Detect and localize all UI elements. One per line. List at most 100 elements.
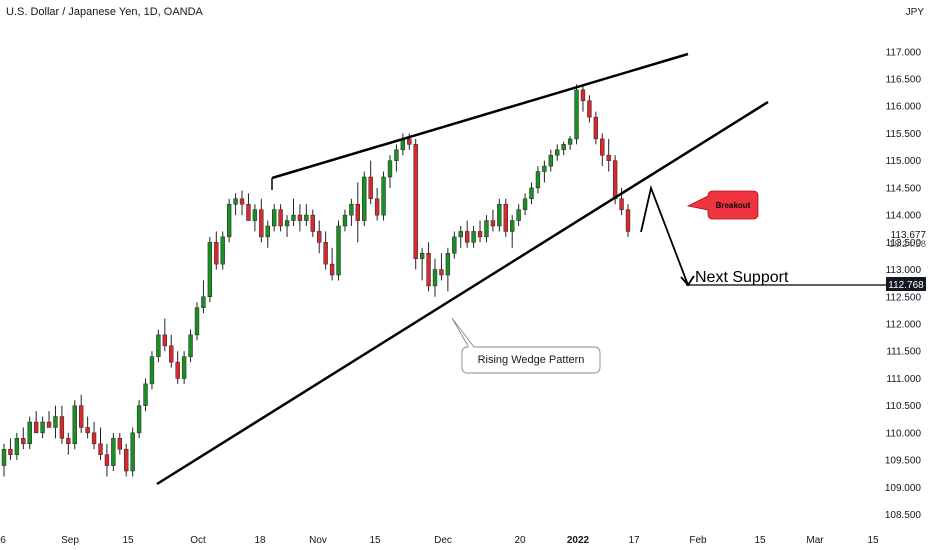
candle-body xyxy=(117,438,122,450)
candle-body xyxy=(561,144,566,151)
candle-body xyxy=(169,345,174,363)
candle-0 xyxy=(1,443,7,477)
candle-59 xyxy=(381,171,386,221)
candle-8 xyxy=(53,405,58,439)
candle-body xyxy=(8,448,13,455)
candle-80 xyxy=(516,204,521,226)
candle-12 xyxy=(79,394,84,433)
projection-arrowhead xyxy=(680,275,695,287)
candle-66 xyxy=(426,242,431,292)
next-support-label: Next Support xyxy=(695,269,789,286)
candle-body xyxy=(175,361,180,379)
pattern-label: Rising Wedge Pattern xyxy=(478,354,585,366)
candle-body xyxy=(310,214,315,232)
candle-58 xyxy=(374,187,380,221)
candle-body xyxy=(201,296,206,308)
price-axis: 117.000 116.500 116.000 115.500 115.000 114.5… xyxy=(885,47,922,521)
candle-body xyxy=(239,198,245,205)
price-tick-13: 110.500 xyxy=(886,401,922,412)
candle-49 xyxy=(317,220,322,254)
candle-82 xyxy=(529,182,534,205)
candle-92 xyxy=(593,111,599,145)
candle-body xyxy=(162,334,168,347)
time-tick-8: 20 xyxy=(514,535,526,546)
candle-27 xyxy=(175,351,180,384)
candle-body xyxy=(304,214,309,221)
chart-title: U.S. Dollar / Japanese Yen, 1D, OANDA xyxy=(6,6,203,18)
candle-body xyxy=(226,203,232,238)
candle-75 xyxy=(484,215,489,243)
time-tick-12: 15 xyxy=(754,535,766,546)
price-tick-8: 113.000 xyxy=(886,265,922,276)
candle-13 xyxy=(85,416,90,439)
candle-68 xyxy=(439,253,444,281)
candle-42 xyxy=(272,204,277,232)
price-tick-1: 116.500 xyxy=(886,75,922,86)
candle-60 xyxy=(387,155,393,188)
price-tick-4: 115.000 xyxy=(886,156,922,167)
candle-body xyxy=(21,438,26,445)
candle-61 xyxy=(394,144,399,172)
candle-body xyxy=(342,214,348,227)
candle-body xyxy=(27,421,32,445)
candle-body xyxy=(130,432,135,472)
candle-29 xyxy=(188,329,193,363)
candle-3 xyxy=(21,427,26,450)
candle-body xyxy=(33,421,39,434)
candle-body xyxy=(85,427,90,434)
candle-74 xyxy=(477,220,483,243)
candle-body xyxy=(439,269,444,276)
price-tick-6: 114.000 xyxy=(886,211,922,222)
candle-body xyxy=(207,242,213,298)
candle-body xyxy=(535,171,541,189)
candle-body xyxy=(362,176,367,221)
candle-body xyxy=(336,225,341,276)
candle-body xyxy=(522,198,528,210)
candle-body xyxy=(181,356,187,379)
price-tick-2: 116.000 xyxy=(886,102,922,113)
candle-71 xyxy=(458,226,463,248)
candle-35 xyxy=(226,198,232,243)
candle-45 xyxy=(291,198,296,226)
candle-56 xyxy=(362,171,367,226)
candle-body xyxy=(272,209,277,227)
candle-57 xyxy=(368,160,373,205)
candle-body xyxy=(503,203,508,232)
candle-72 xyxy=(464,220,470,248)
marker-price-box xyxy=(886,277,926,291)
candle-body xyxy=(111,438,116,466)
candle-body xyxy=(484,220,489,238)
candle-body xyxy=(188,334,193,357)
candle-body xyxy=(220,236,225,265)
candle-2 xyxy=(14,432,20,461)
candle-9 xyxy=(59,405,65,444)
candle-88 xyxy=(567,136,573,150)
candle-body xyxy=(46,421,52,428)
candle-body xyxy=(66,438,71,445)
candle-body xyxy=(432,269,438,287)
candle-20 xyxy=(130,427,135,477)
candle-body xyxy=(600,138,605,156)
candle-body xyxy=(53,416,58,428)
candle-21 xyxy=(136,400,142,439)
candle-body xyxy=(136,405,142,434)
candle-body xyxy=(329,263,335,276)
candle-body xyxy=(214,242,219,265)
candle-31 xyxy=(201,280,206,314)
candle-69 xyxy=(445,247,451,292)
candle-81 xyxy=(522,193,528,216)
candle-53 xyxy=(342,209,348,232)
candle-body xyxy=(529,187,534,200)
candle-body xyxy=(368,176,373,200)
countdown-label: 18:24:58 xyxy=(889,239,926,250)
candle-body xyxy=(510,220,515,232)
candle-body xyxy=(625,209,631,232)
time-tick-10: 17 xyxy=(628,535,640,546)
candle-17 xyxy=(111,432,116,471)
wedge-upper-line xyxy=(271,52,689,180)
candle-body xyxy=(297,214,303,221)
price-tick-9: 112.500 xyxy=(886,292,922,303)
candle-16 xyxy=(104,443,110,477)
candle-body xyxy=(246,203,251,221)
